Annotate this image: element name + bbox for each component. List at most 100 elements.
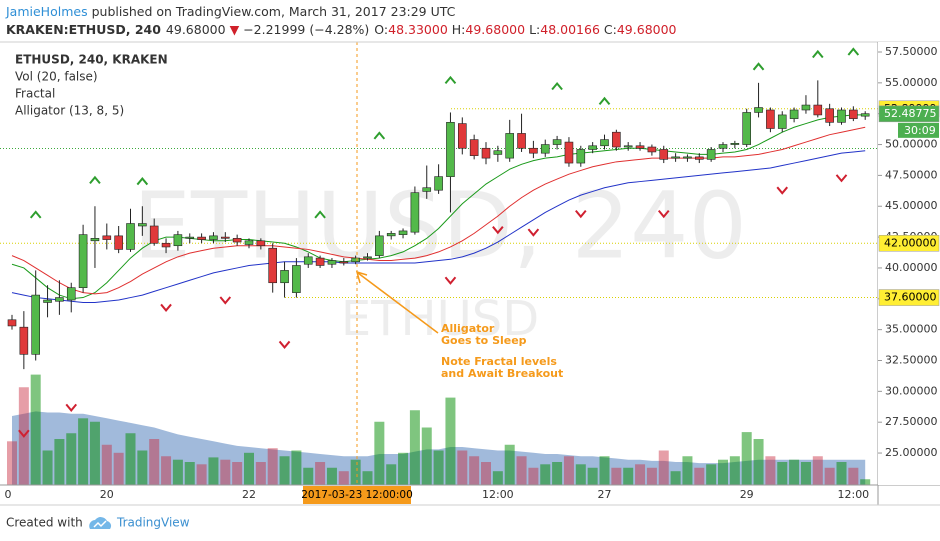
volume-bar bbox=[279, 456, 290, 485]
y-tick-label: 25.00000 bbox=[885, 446, 938, 459]
fractal-down bbox=[492, 226, 504, 235]
candle-body bbox=[327, 260, 337, 265]
volume-bar bbox=[303, 467, 314, 485]
candle-body bbox=[517, 133, 526, 149]
candle-body bbox=[7, 319, 17, 327]
level-box bbox=[878, 289, 940, 306]
volume-bar bbox=[575, 464, 586, 485]
candle-body bbox=[730, 143, 740, 145]
candle-body bbox=[315, 257, 325, 266]
ohlc-key: C: bbox=[604, 22, 617, 37]
candle-body bbox=[505, 133, 515, 159]
volume-bar bbox=[658, 450, 669, 485]
candle-body bbox=[754, 107, 763, 113]
candle-body bbox=[659, 149, 669, 160]
volume-bar bbox=[7, 441, 17, 485]
candle-body bbox=[600, 139, 609, 147]
tradingview-logo[interactable] bbox=[89, 517, 112, 529]
candle-body bbox=[777, 114, 787, 129]
volume-bar bbox=[374, 421, 385, 485]
volume-bar bbox=[611, 467, 622, 485]
volume-bar bbox=[753, 439, 764, 485]
volume-bar bbox=[125, 433, 136, 485]
fractal-down bbox=[527, 228, 540, 237]
candle-body bbox=[221, 236, 230, 239]
volume-bar bbox=[516, 456, 527, 485]
candle-body bbox=[683, 156, 692, 159]
volume-bar bbox=[54, 439, 65, 485]
volume-bar bbox=[623, 467, 634, 485]
volume-bar bbox=[89, 421, 100, 485]
fractal-up bbox=[444, 75, 457, 85]
fractal-down bbox=[657, 210, 670, 219]
volume-bar bbox=[800, 462, 811, 485]
candle-body bbox=[386, 233, 396, 237]
brand[interactable]: TradingView bbox=[116, 516, 190, 530]
candle-body bbox=[268, 247, 278, 284]
candle-body bbox=[375, 235, 384, 256]
countdown-box bbox=[898, 122, 939, 138]
candle-body bbox=[398, 230, 408, 235]
annotation: Alligator bbox=[441, 322, 495, 335]
volume-bar bbox=[220, 459, 231, 485]
candle-body bbox=[244, 240, 254, 245]
volume-bar bbox=[599, 456, 610, 485]
volume-bar bbox=[326, 467, 337, 485]
candle-body bbox=[232, 238, 242, 243]
candle-body bbox=[849, 109, 858, 119]
legend-entry: ETHUSD, 240, KRAKEN bbox=[15, 53, 168, 67]
ohlc-key: L: bbox=[529, 22, 540, 37]
x-tick-label: 22 bbox=[242, 488, 256, 501]
candle-body bbox=[576, 149, 586, 164]
volume-bar bbox=[338, 471, 349, 485]
level-label: 42.00000 bbox=[884, 236, 937, 249]
candle-body bbox=[540, 144, 550, 154]
volume-bar bbox=[789, 459, 800, 485]
symbol: KRAKEN:ETHUSD, 240 bbox=[6, 22, 161, 37]
level-box bbox=[878, 235, 940, 252]
last: 49.68000 bbox=[166, 22, 226, 37]
created-with: Created with bbox=[6, 516, 83, 530]
volume-bar bbox=[161, 456, 172, 485]
volume-bar bbox=[445, 397, 456, 485]
candle-body bbox=[612, 131, 621, 148]
change-arrow: ▼ bbox=[230, 22, 240, 37]
y-tick-label: 30.00000 bbox=[885, 384, 938, 397]
volume-bar bbox=[255, 462, 266, 485]
annotation-arrowhead bbox=[355, 270, 368, 284]
fractal-up bbox=[598, 96, 611, 105]
candle-body bbox=[149, 225, 159, 244]
volume-ma-area bbox=[12, 411, 866, 485]
candle-body bbox=[351, 257, 360, 263]
crosshair-label: 2017-03-23 12:00:00 bbox=[301, 489, 413, 501]
y-tick-label: 57.50000 bbox=[885, 45, 938, 58]
fractal-up bbox=[136, 177, 149, 186]
change: −2.21999 (−4.28%) bbox=[243, 22, 369, 37]
candle-body bbox=[789, 109, 799, 119]
fractal-up bbox=[29, 210, 42, 219]
candle-body bbox=[78, 234, 88, 288]
ohlc-value: 48.33000 bbox=[388, 22, 448, 37]
candle-body bbox=[114, 235, 123, 250]
candle-body bbox=[256, 240, 266, 247]
volume-bar bbox=[409, 410, 420, 485]
candle-body bbox=[55, 297, 64, 302]
volume-bar bbox=[481, 462, 491, 485]
author-link[interactable]: JamieHolmes bbox=[5, 4, 88, 19]
candle-body bbox=[825, 108, 834, 123]
level-label: 37.60000 bbox=[884, 291, 937, 304]
volume-bar bbox=[860, 479, 871, 485]
fractal-up bbox=[752, 62, 765, 71]
fractal-up bbox=[812, 49, 824, 59]
volume-bar bbox=[433, 450, 444, 485]
volume-bar bbox=[812, 456, 823, 485]
fractal-down bbox=[65, 403, 78, 412]
volume-bar bbox=[504, 444, 515, 485]
volume-bar bbox=[42, 450, 53, 485]
legend-entry: Alligator (13, 8, 5) bbox=[15, 104, 124, 118]
volume-bar bbox=[635, 464, 646, 485]
candle-body bbox=[31, 294, 41, 355]
volume-bar bbox=[350, 459, 361, 485]
fractal-down bbox=[575, 210, 587, 219]
